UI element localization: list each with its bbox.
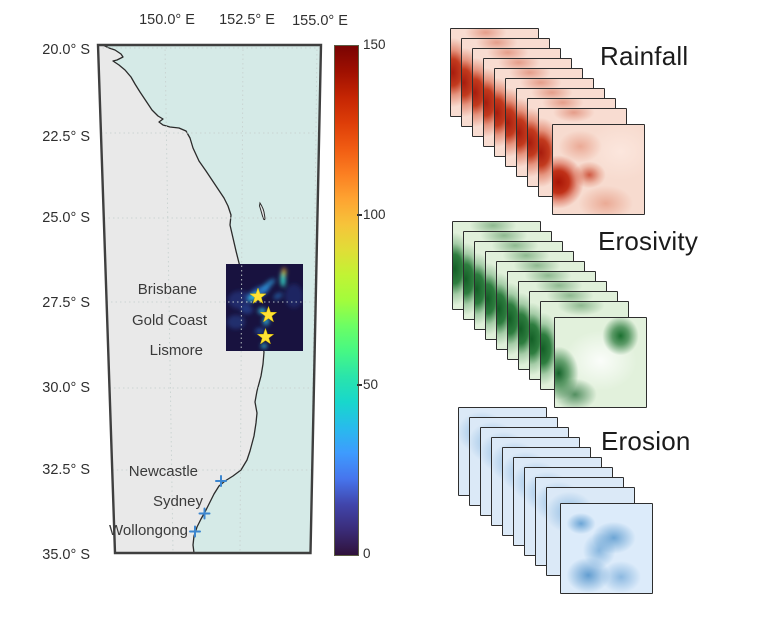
radar-rainfall-overlay [226, 264, 303, 351]
lat-tick-label: 22.5° S [42, 129, 90, 145]
lat-tick-label: 32.5° S [42, 462, 90, 478]
erosivity-label: Erosivity [598, 226, 699, 256]
colorbar-tick-label: 0 [363, 546, 371, 561]
city-label-wollongong: Wollongong [109, 522, 188, 539]
island [258, 201, 266, 221]
lat-tick-label: 35.0° S [42, 547, 90, 563]
city-label-gold-coast: Gold Coast [131, 312, 207, 329]
erosion-label: Erosion [601, 426, 691, 456]
colorbar-tick [357, 214, 362, 216]
plus-icon [198, 507, 211, 520]
coastline [102, 45, 265, 553]
star-icon [256, 327, 275, 345]
erosivity-layer-card [554, 317, 647, 408]
lat-tick-label: 20.0° S [42, 42, 90, 58]
lat-tick-label: 27.5° S [42, 295, 90, 311]
rainfall-layer-card [552, 124, 645, 215]
erosion-stack [458, 407, 668, 607]
city-plus-markers [189, 475, 227, 538]
colorbar-tick [357, 384, 362, 386]
city-label-lismore: Lismore [149, 342, 203, 359]
star-icon [249, 287, 267, 304]
lon-tick-label: 152.5° E [219, 12, 275, 28]
city-label-newcastle: Newcastle [128, 463, 198, 480]
colorbar-tick-label: 100 [363, 207, 386, 222]
map-frame [96, 43, 323, 555]
lat-tick-label: 25.0° S [42, 210, 90, 226]
colorbar [334, 45, 359, 556]
city-label-brisbane: Brisbane [137, 281, 197, 298]
star-icon [259, 305, 278, 323]
lat-tick-label: 30.0° S [42, 380, 90, 396]
city-label-sydney: Sydney [152, 493, 203, 510]
colorbar-tick-label: 50 [363, 377, 379, 392]
land-area [98, 45, 264, 553]
lon-tick-label: 150.0° E [139, 12, 195, 28]
rainfall-label: Rainfall [600, 41, 689, 71]
rainfall-stack [450, 28, 660, 228]
lon-tick-label: 155.0° E [292, 13, 348, 29]
star-markers [249, 287, 278, 345]
erosivity-stack [452, 221, 662, 421]
plus-icon [189, 525, 201, 538]
plus-icon [215, 475, 227, 487]
colorbar-tick-label: 150 [363, 37, 386, 52]
erosion-layer-card [560, 503, 653, 594]
